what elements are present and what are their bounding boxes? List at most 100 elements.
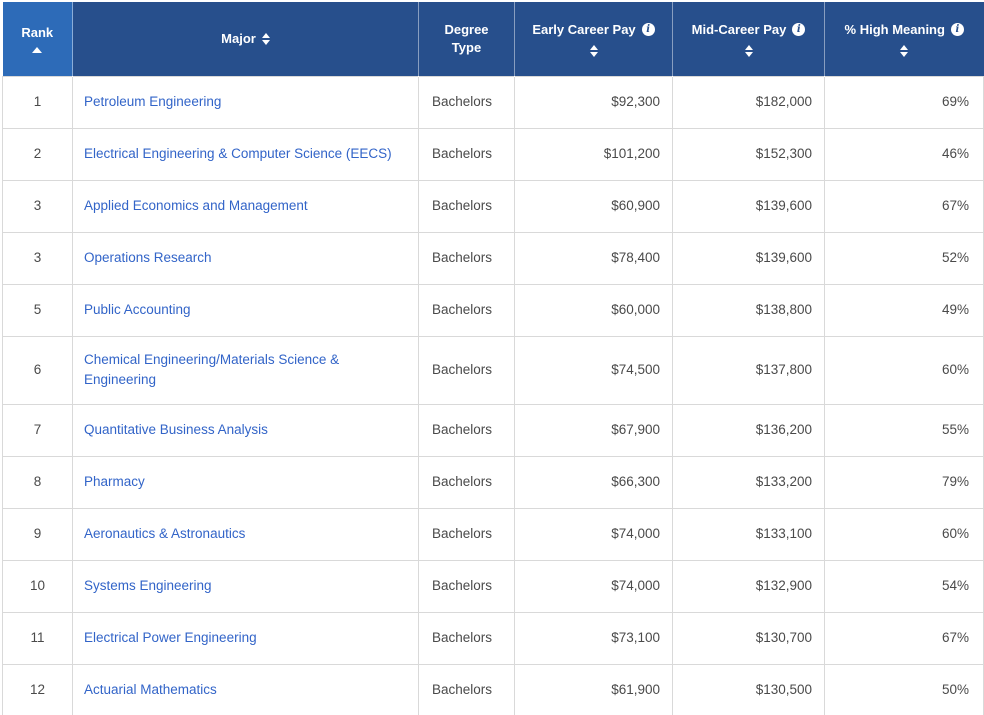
info-icon[interactable]: i	[641, 22, 655, 36]
mid-career-pay-cell: $136,200	[672, 404, 825, 458]
degree-type-cell: Bachelors	[418, 231, 515, 285]
mid-career-pay-cell: $182,000	[672, 75, 825, 129]
major-link[interactable]: Quantitative Business Analysis	[84, 422, 268, 438]
table-row: 10 Systems Engineering Bachelors $74,000…	[2, 560, 984, 614]
degree-type-cell: Bachelors	[418, 283, 515, 337]
high-meaning-cell: 60%	[824, 508, 984, 562]
mid-career-pay-cell: $133,200	[672, 456, 825, 510]
table-row: 2 Electrical Engineering & Computer Scie…	[2, 127, 984, 181]
column-header-degree-type[interactable]: Degree Type	[418, 2, 515, 76]
degree-type-cell: Bachelors	[418, 456, 515, 510]
table-row: 12 Actuarial Mathematics Bachelors $61,9…	[2, 664, 984, 715]
major-cell: Electrical Power Engineering	[72, 612, 419, 666]
table-row: 11 Electrical Power Engineering Bachelor…	[2, 612, 984, 666]
major-cell: Aeronautics & Astronautics	[72, 508, 419, 562]
degree-type-cell: Bachelors	[418, 404, 515, 458]
early-career-pay-cell: $60,000	[514, 283, 673, 337]
rank-cell: 7	[2, 404, 73, 458]
mid-career-pay-cell: $133,100	[672, 508, 825, 562]
early-career-pay-cell: $74,000	[514, 560, 673, 614]
high-meaning-cell: 67%	[824, 179, 984, 233]
early-career-pay-cell: $73,100	[514, 612, 673, 666]
high-meaning-cell: 79%	[824, 456, 984, 510]
early-career-pay-cell: $67,900	[514, 404, 673, 458]
rank-cell: 11	[2, 612, 73, 666]
column-header-rank[interactable]: Rank	[2, 2, 73, 76]
mid-career-pay-cell: $137,800	[672, 335, 825, 406]
early-career-pay-cell: $74,500	[514, 335, 673, 406]
major-header-label: Major	[221, 31, 256, 47]
major-link[interactable]: Public Accounting	[84, 301, 191, 317]
info-icon[interactable]: i	[950, 22, 964, 36]
high-meaning-header-label: % High Meaning	[844, 21, 945, 37]
major-cell: Actuarial Mathematics	[72, 664, 419, 715]
major-link[interactable]: Electrical Power Engineering	[84, 630, 257, 646]
major-link[interactable]: Aeronautics & Astronautics	[84, 526, 246, 542]
major-cell: Public Accounting	[72, 283, 419, 337]
high-meaning-cell: 54%	[824, 560, 984, 614]
mid-career-pay-cell: $132,900	[672, 560, 825, 614]
sort-ascending-icon	[32, 46, 43, 53]
rank-header-label: Rank	[21, 24, 54, 40]
early-career-pay-cell: $60,900	[514, 179, 673, 233]
table-row: 5 Public Accounting Bachelors $60,000 $1…	[2, 283, 984, 337]
major-cell: Chemical Engineering/Materials Science &…	[72, 335, 419, 406]
degree-type-cell: Bachelors	[418, 560, 515, 614]
table-row: 8 Pharmacy Bachelors $66,300 $133,200 79…	[2, 456, 984, 510]
rank-cell: 5	[2, 283, 73, 337]
rank-cell: 1	[2, 75, 73, 129]
rank-cell: 12	[2, 664, 73, 715]
high-meaning-cell: 52%	[824, 231, 984, 285]
early-career-pay-cell: $61,900	[514, 664, 673, 715]
major-link[interactable]: Petroleum Engineering	[84, 93, 222, 109]
major-link[interactable]: Pharmacy	[84, 474, 145, 490]
table-body: 1 Petroleum Engineering Bachelors $92,30…	[2, 75, 984, 715]
rank-cell: 3	[2, 231, 73, 285]
rank-cell: 6	[2, 335, 73, 406]
major-cell: Petroleum Engineering	[72, 75, 419, 129]
high-meaning-cell: 55%	[824, 404, 984, 458]
sort-icon	[744, 44, 753, 57]
column-header-mid-career-pay[interactable]: Mid-Career Pay i	[672, 2, 825, 76]
major-link[interactable]: Chemical Engineering/Materials Science &…	[84, 351, 340, 388]
major-cell: Applied Economics and Management	[72, 179, 419, 233]
high-meaning-cell: 50%	[824, 664, 984, 715]
high-meaning-cell: 49%	[824, 283, 984, 337]
high-meaning-cell: 46%	[824, 127, 984, 181]
major-link[interactable]: Operations Research	[84, 249, 212, 265]
table-row: 3 Applied Economics and Management Bache…	[2, 179, 984, 233]
degree-type-cell: Bachelors	[418, 75, 515, 129]
high-meaning-cell: 67%	[824, 612, 984, 666]
table-row: 7 Quantitative Business Analysis Bachelo…	[2, 404, 984, 458]
rank-cell: 8	[2, 456, 73, 510]
column-header-high-meaning[interactable]: % High Meaning i	[824, 2, 984, 76]
major-link[interactable]: Systems Engineering	[84, 578, 212, 594]
early-career-pay-cell: $101,200	[514, 127, 673, 181]
rank-cell: 3	[2, 179, 73, 233]
table-row: 6 Chemical Engineering/Materials Science…	[2, 335, 984, 406]
sort-icon	[589, 44, 598, 57]
major-cell: Quantitative Business Analysis	[72, 404, 419, 458]
mid-career-pay-cell: $130,700	[672, 612, 825, 666]
early-career-pay-header-label: Early Career Pay	[532, 21, 636, 37]
table-row: 3 Operations Research Bachelors $78,400 …	[2, 231, 984, 285]
degree-type-cell: Bachelors	[418, 664, 515, 715]
high-meaning-cell: 69%	[824, 75, 984, 129]
early-career-pay-cell: $74,000	[514, 508, 673, 562]
major-link[interactable]: Electrical Engineering & Computer Scienc…	[84, 145, 392, 161]
column-header-early-career-pay[interactable]: Early Career Pay i	[514, 2, 673, 76]
major-link[interactable]: Actuarial Mathematics	[84, 682, 217, 698]
early-career-pay-cell: $78,400	[514, 231, 673, 285]
info-icon[interactable]: i	[792, 22, 806, 36]
table-row: 1 Petroleum Engineering Bachelors $92,30…	[2, 75, 984, 129]
major-cell: Systems Engineering	[72, 560, 419, 614]
sort-icon	[900, 44, 909, 57]
degree-type-cell: Bachelors	[418, 127, 515, 181]
major-link[interactable]: Applied Economics and Management	[84, 197, 308, 213]
column-header-major[interactable]: Major	[72, 2, 419, 76]
rank-cell: 2	[2, 127, 73, 181]
degree-type-cell: Bachelors	[418, 508, 515, 562]
degree-type-header-label: Degree Type	[444, 21, 489, 55]
